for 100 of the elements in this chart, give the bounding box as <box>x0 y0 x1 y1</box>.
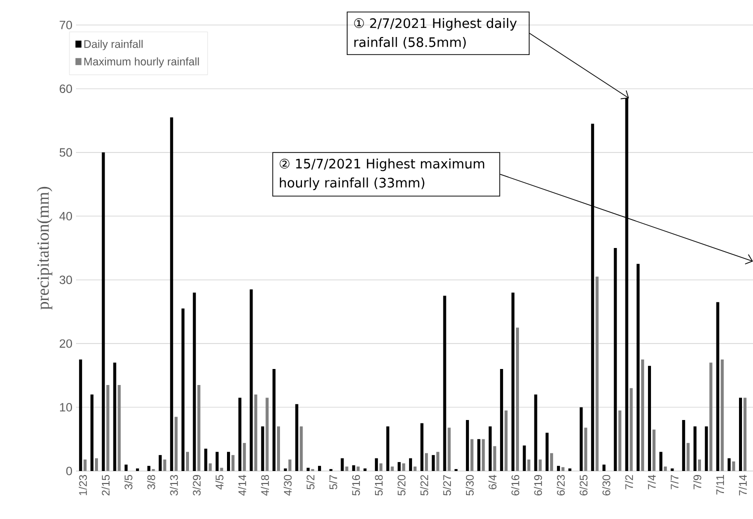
bar <box>192 292 196 471</box>
x-tick-label: 7/9 <box>693 475 702 490</box>
bar <box>561 467 564 471</box>
bar <box>158 455 162 471</box>
bar <box>186 452 189 471</box>
bar <box>386 426 390 471</box>
bar <box>448 428 451 471</box>
bar <box>686 442 690 471</box>
bar <box>94 458 98 471</box>
bar <box>364 468 367 471</box>
bar <box>147 466 150 471</box>
y-tick-label: 60 <box>60 84 72 93</box>
bar <box>682 420 686 471</box>
bar <box>470 439 474 471</box>
bar <box>374 458 378 471</box>
bar <box>670 468 674 471</box>
bar <box>527 460 530 471</box>
legend-label: Maximum hourly rainfall <box>84 57 199 68</box>
x-tick-label: 6/19 <box>534 475 542 496</box>
bar <box>216 452 219 471</box>
y-tick-label: 40 <box>59 212 72 220</box>
x-tick-label: 5/30 <box>466 474 474 496</box>
bar <box>288 460 292 471</box>
bar <box>170 117 174 471</box>
y-tick-label: 70 <box>60 20 72 30</box>
x-tick-label: 1/23 <box>78 475 87 496</box>
bar <box>266 398 269 471</box>
bar <box>732 461 736 471</box>
x-tick-label: 4/18 <box>260 475 269 496</box>
bar <box>522 446 526 471</box>
bar <box>466 420 469 471</box>
bar <box>90 394 94 471</box>
bar <box>409 458 412 471</box>
bar <box>174 416 178 471</box>
bar <box>208 463 212 471</box>
bar <box>106 384 110 471</box>
bar <box>420 423 424 471</box>
bar <box>277 426 280 471</box>
bar <box>538 460 542 471</box>
x-tick-label: 3/5 <box>124 474 132 490</box>
x-tick-label: 7/11 <box>716 475 724 495</box>
annotation: ① 2/7/2021 Highest daily rainfall (58.5mm) <box>354 18 517 49</box>
bar <box>356 466 360 471</box>
bar <box>488 426 492 471</box>
bar <box>227 452 230 471</box>
x-tick-label: 4/14 <box>238 474 246 496</box>
bar <box>238 398 242 471</box>
bar <box>602 464 606 471</box>
bar <box>306 468 310 471</box>
x-tick-label: 6/25 <box>579 474 588 496</box>
x-tick-label: 7/4 <box>648 474 656 490</box>
bar <box>580 407 583 471</box>
bar <box>118 384 121 471</box>
bar <box>390 466 394 471</box>
bar <box>550 453 554 471</box>
bar <box>716 302 720 471</box>
x-tick-label: 4/5 <box>215 474 224 490</box>
bar <box>197 384 200 471</box>
x-tick-label: 3/13 <box>170 475 178 496</box>
bar <box>659 452 662 471</box>
bar <box>709 362 712 471</box>
x-tick-label: 2/15 <box>102 474 110 496</box>
bar <box>534 394 538 471</box>
bar <box>443 296 446 471</box>
bar <box>636 264 640 471</box>
x-tick-label: 5/20 <box>397 474 406 496</box>
bar <box>261 426 264 471</box>
bar <box>345 466 348 471</box>
legend-label: Daily rainfall <box>84 40 143 50</box>
x-tick-label: 4/30 <box>284 474 292 496</box>
x-tick-label: 5/27 <box>442 475 451 496</box>
bar <box>272 369 276 471</box>
x-tick-label: 6/4 <box>488 474 496 490</box>
bar <box>181 308 184 471</box>
x-tick-label: 7/7 <box>670 475 679 490</box>
bar <box>584 428 588 471</box>
bar <box>739 398 742 471</box>
bar <box>744 398 747 471</box>
bar <box>728 458 731 471</box>
annotation: ② 15/7/2021 Highest maximum hourly rainfall (33mm) <box>280 158 484 190</box>
bar <box>504 410 508 471</box>
bar <box>84 460 87 471</box>
x-tick-label: 5/16 <box>352 475 360 496</box>
x-tick-label: 6/30 <box>602 474 610 496</box>
bar <box>163 460 166 471</box>
bar <box>482 439 485 471</box>
bar <box>242 442 246 471</box>
bar <box>102 152 105 471</box>
bar <box>398 462 401 471</box>
bar <box>641 359 644 471</box>
bar <box>124 464 128 471</box>
bar <box>295 404 298 471</box>
x-tick-label: 7/14 <box>738 474 747 496</box>
x-tick-label: 7/2 <box>624 475 634 490</box>
x-tick-label: 3/8 <box>147 475 156 490</box>
bar <box>250 289 253 471</box>
bar <box>79 359 82 471</box>
bar <box>432 455 435 471</box>
y-tick-label: 50 <box>60 148 72 157</box>
bar <box>136 468 139 471</box>
